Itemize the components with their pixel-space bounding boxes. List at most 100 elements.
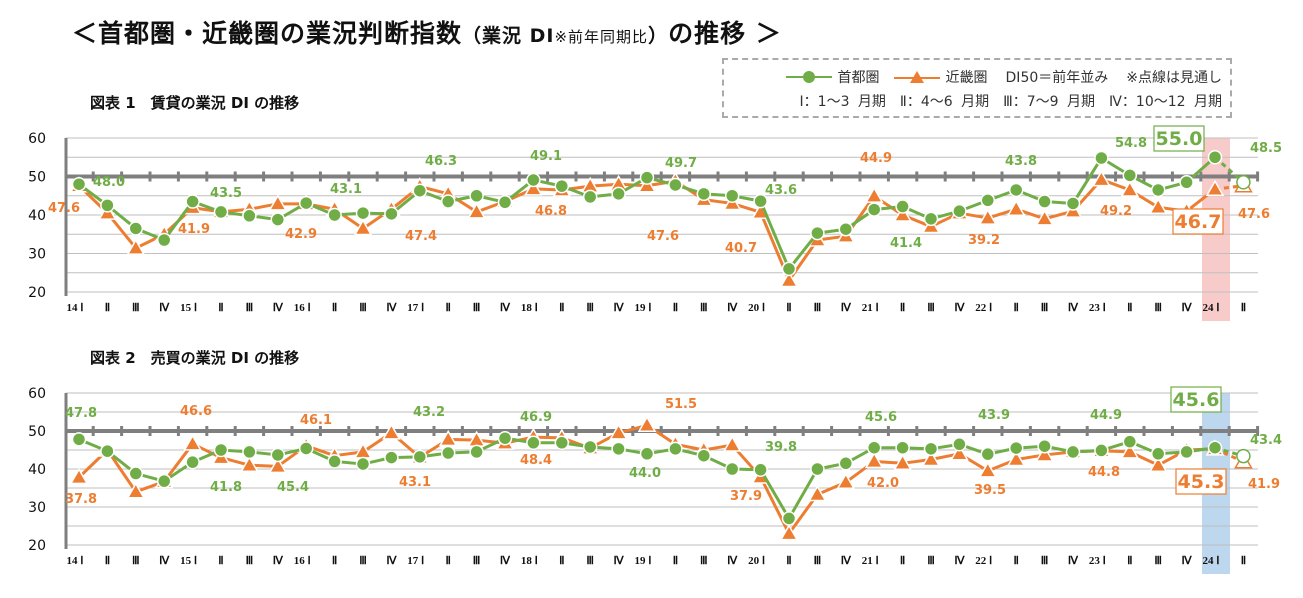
data-label: 43.8 xyxy=(1005,154,1037,169)
data-point-kinki xyxy=(268,456,288,474)
x-tick-label: Ⅳ xyxy=(1068,302,1079,314)
data-point-shutoken xyxy=(1122,434,1138,449)
data-point-kinki xyxy=(1035,209,1054,226)
data-point-kinki xyxy=(126,482,146,499)
data-label: 47.6 xyxy=(48,201,80,216)
data-label: 47.4 xyxy=(405,229,437,244)
data-point-shutoken xyxy=(554,178,570,194)
x-tick-label: Ⅲ xyxy=(927,302,935,314)
data-label: 48.5 xyxy=(1250,141,1282,156)
data-point-kinki xyxy=(1120,442,1140,459)
data-point-shutoken xyxy=(440,194,456,209)
x-tick-label: 20 Ⅰ xyxy=(748,555,765,567)
x-tick-label: 21 Ⅰ xyxy=(862,555,879,567)
x-tick-label: Ⅳ xyxy=(727,302,738,314)
data-point-kinki xyxy=(240,455,259,472)
data-point-shutoken xyxy=(526,435,541,451)
data-label-box xyxy=(1170,386,1222,413)
data-label: 40.7 xyxy=(725,241,757,256)
y-tick-label: 30 xyxy=(28,500,46,516)
data-label: 39.5 xyxy=(974,483,1006,498)
x-tick-label: 14 Ⅰ xyxy=(67,555,84,567)
data-point-shutoken xyxy=(1236,175,1251,190)
x-tick-label: Ⅳ xyxy=(841,555,852,567)
x-tick-label: Ⅳ xyxy=(159,302,170,314)
data-label: 41.9 xyxy=(1248,477,1280,492)
legend-note-forecast: ※点線は見通し xyxy=(1126,70,1222,86)
data-label: 46.1 xyxy=(300,413,332,428)
x-tick-label: Ⅱ xyxy=(1127,555,1132,567)
data-point-shutoken xyxy=(327,207,342,223)
data-point-shutoken xyxy=(753,462,768,478)
x-tick-label: Ⅳ xyxy=(727,555,738,567)
x-tick-label: 23 Ⅰ xyxy=(1089,302,1106,314)
x-tick-label: Ⅲ xyxy=(246,302,254,314)
data-label: 43.4 xyxy=(1250,433,1282,448)
data-point-shutoken xyxy=(355,205,371,221)
y-tick-label: 40 xyxy=(28,462,46,478)
x-tick-label: Ⅱ xyxy=(559,302,564,314)
data-point-kinki xyxy=(353,442,373,459)
data-point-kinki xyxy=(893,453,912,471)
legend-note-di50: DI50＝前年並み xyxy=(1005,70,1109,86)
data-point-shutoken xyxy=(100,198,115,213)
x-tick-label: Ⅱ xyxy=(559,555,564,567)
x-tick-label: Ⅳ xyxy=(614,302,625,314)
data-label: 39.8 xyxy=(765,440,797,455)
x-tick-label: Ⅳ xyxy=(1068,555,1079,567)
data-point-shutoken xyxy=(952,203,967,219)
x-tick-label: 22 Ⅰ xyxy=(975,302,992,314)
y-tick-label: 30 xyxy=(28,247,46,263)
data-label: 44.9 xyxy=(860,151,892,166)
data-point-shutoken xyxy=(156,473,172,489)
data-point-shutoken xyxy=(1122,168,1138,183)
x-tick-label: Ⅳ xyxy=(273,555,284,567)
x-tick-label: Ⅳ xyxy=(159,555,170,567)
data-label: 47.8 xyxy=(65,406,97,421)
x-tick-label: Ⅱ xyxy=(218,555,223,567)
data-point-shutoken xyxy=(980,193,996,208)
title-note: ※前年同期比 xyxy=(554,28,649,46)
data-point-shutoken xyxy=(1150,182,1166,198)
title-main: ＜首都圏・近畿圏の業況判断指数 xyxy=(72,19,463,48)
data-label: 44.8 xyxy=(1088,465,1120,480)
x-tick-label: Ⅲ xyxy=(1041,555,1049,567)
data-point-kinki xyxy=(126,238,146,255)
x-tick-label: Ⅱ xyxy=(673,555,678,567)
x-tick-label: Ⅲ xyxy=(700,555,708,567)
x-tick-label: Ⅳ xyxy=(614,555,625,567)
x-tick-label: Ⅲ xyxy=(586,555,594,567)
data-point-kinki xyxy=(779,270,799,288)
x-tick-label: 14 Ⅰ xyxy=(67,302,84,314)
data-label-box xyxy=(1175,468,1227,495)
data-point-kinki xyxy=(1205,179,1225,196)
x-tick-label: Ⅳ xyxy=(1182,555,1193,567)
data-point-kinki xyxy=(1148,455,1168,472)
x-tick-label: Ⅲ xyxy=(1154,302,1162,314)
data-point-shutoken xyxy=(895,199,910,214)
data-label: 45.6 xyxy=(865,410,897,425)
y-tick-label: 60 xyxy=(28,131,46,147)
data-point-shutoken xyxy=(1008,440,1024,456)
x-tick-label: Ⅳ xyxy=(500,302,511,314)
x-tick-label: Ⅲ xyxy=(473,302,481,314)
data-label: 43.9 xyxy=(978,408,1010,423)
x-tick-label: Ⅲ xyxy=(814,555,822,567)
data-point-shutoken xyxy=(440,445,456,461)
x-tick-label: 21 Ⅰ xyxy=(862,302,879,314)
x-tick-label: Ⅱ xyxy=(445,302,450,314)
data-point-shutoken xyxy=(668,177,683,193)
chart2-title: 図表 2 売買の業況 DI の推移 xyxy=(90,349,300,367)
title-paren: （業況 DI xyxy=(462,25,555,47)
x-tick-label: Ⅲ xyxy=(927,555,935,567)
data-point-shutoken xyxy=(866,440,882,455)
data-point-shutoken xyxy=(1179,444,1194,460)
data-label: 37.9 xyxy=(730,489,762,504)
data-point-shutoken xyxy=(611,441,626,457)
x-tick-label: Ⅳ xyxy=(954,555,965,567)
data-point-shutoken xyxy=(696,448,712,463)
data-point-shutoken xyxy=(384,450,399,465)
data-point-shutoken xyxy=(1207,440,1223,455)
data-label: 42.9 xyxy=(285,227,317,242)
